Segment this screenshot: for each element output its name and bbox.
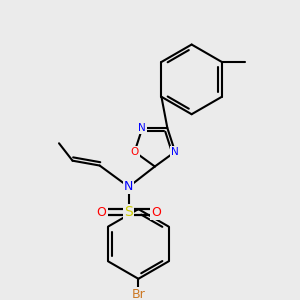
Text: N: N bbox=[171, 147, 179, 157]
Text: N: N bbox=[124, 180, 134, 193]
Text: O: O bbox=[130, 147, 139, 157]
Text: O: O bbox=[151, 206, 161, 218]
Text: N: N bbox=[138, 123, 146, 133]
Text: S: S bbox=[124, 205, 133, 219]
Text: O: O bbox=[97, 206, 106, 218]
Text: Br: Br bbox=[131, 288, 145, 300]
